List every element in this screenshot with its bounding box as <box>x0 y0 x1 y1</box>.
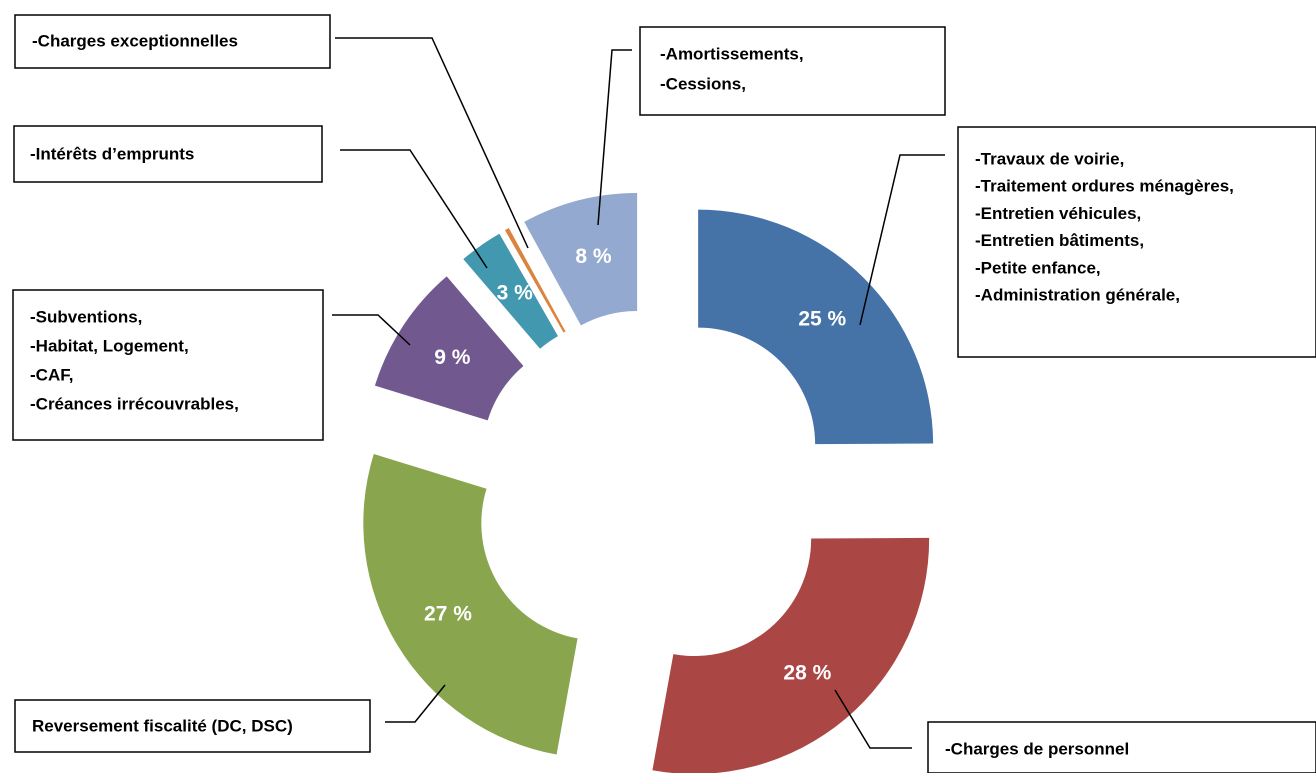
category-label: -Entretien bâtiments, <box>975 231 1144 250</box>
category-label: -Traitement ordures ménagères, <box>975 177 1234 196</box>
donut-slice <box>504 228 566 333</box>
leader-line <box>332 314 411 346</box>
value-label: 25 % <box>798 307 846 330</box>
category-label: -Travaux de voirie, <box>975 149 1124 168</box>
category-label: -Entretien véhicules, <box>975 204 1141 223</box>
category-label: -Créances irrécouvrables, <box>30 394 239 413</box>
leader-line <box>597 49 632 226</box>
leader-line <box>335 37 529 249</box>
callout-box <box>927 721 1316 773</box>
slices: 25 % 28 % 27 % 9 % 3 % 8 % <box>363 192 934 773</box>
donut-slice <box>524 192 638 326</box>
category-label: -Amortissements, <box>660 44 804 63</box>
value-label: 9 % <box>434 346 471 369</box>
category-label: -Cessions, <box>660 74 746 93</box>
category-label: -Intérêts d’emprunts <box>30 144 194 163</box>
donut-slice <box>463 233 559 349</box>
category-label: Reversement fiscalité (DC, DSC) <box>32 716 293 735</box>
callout-box <box>12 289 324 441</box>
category-label: -Subventions, <box>30 307 142 326</box>
donut-slice <box>652 537 930 773</box>
category-label: -Habitat, Logement, <box>30 336 189 355</box>
callout-box <box>14 699 371 753</box>
callout-box <box>13 125 323 183</box>
category-label: -Charges de personnel <box>945 739 1129 758</box>
callout-box <box>639 26 946 116</box>
leader-line <box>340 149 488 269</box>
value-label: 28 % <box>783 661 831 684</box>
category-label: -Charges exceptionnelles <box>32 31 238 50</box>
category-label: -Administration générale, <box>975 285 1180 304</box>
category-label: -Petite enfance, <box>975 258 1101 277</box>
leader-line <box>859 154 945 326</box>
donut-slice <box>363 454 578 755</box>
callouts: -Travaux de voirie, -Traitement ordures m… <box>12 14 1316 773</box>
donut-slice <box>698 209 934 445</box>
value-label: 27 % <box>424 602 472 625</box>
callout-box <box>14 14 331 69</box>
category-label: -CAF, <box>30 365 73 384</box>
leader-line <box>834 689 912 749</box>
leader-line <box>385 684 446 723</box>
value-label: 3 % <box>497 281 534 304</box>
callout-box <box>957 126 1316 358</box>
donut-slice <box>374 276 524 421</box>
value-label: 8 % <box>575 245 612 268</box>
